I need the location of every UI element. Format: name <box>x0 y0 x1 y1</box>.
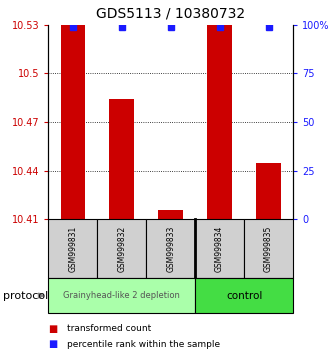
Text: transformed count: transformed count <box>67 324 151 333</box>
Text: GSM999834: GSM999834 <box>215 225 224 272</box>
Text: ■: ■ <box>48 324 58 333</box>
Bar <box>207 25 232 219</box>
Bar <box>256 163 281 219</box>
Bar <box>244 219 293 278</box>
Text: GSM999833: GSM999833 <box>166 225 175 272</box>
Bar <box>195 278 293 313</box>
Bar <box>146 219 195 278</box>
Text: GSM999832: GSM999832 <box>117 225 126 272</box>
Text: ■: ■ <box>48 339 58 349</box>
Bar <box>97 219 146 278</box>
Bar <box>61 25 85 219</box>
Bar <box>195 219 244 278</box>
Text: GSM999835: GSM999835 <box>264 225 273 272</box>
Text: percentile rank within the sample: percentile rank within the sample <box>67 339 220 349</box>
Text: control: control <box>226 291 262 301</box>
Title: GDS5113 / 10380732: GDS5113 / 10380732 <box>96 7 245 21</box>
Text: protocol: protocol <box>3 291 49 301</box>
Bar <box>159 210 183 219</box>
Text: Grainyhead-like 2 depletion: Grainyhead-like 2 depletion <box>63 291 180 300</box>
Text: GSM999831: GSM999831 <box>68 225 77 272</box>
Bar <box>48 219 97 278</box>
Bar <box>110 99 134 219</box>
Bar <box>48 278 195 313</box>
